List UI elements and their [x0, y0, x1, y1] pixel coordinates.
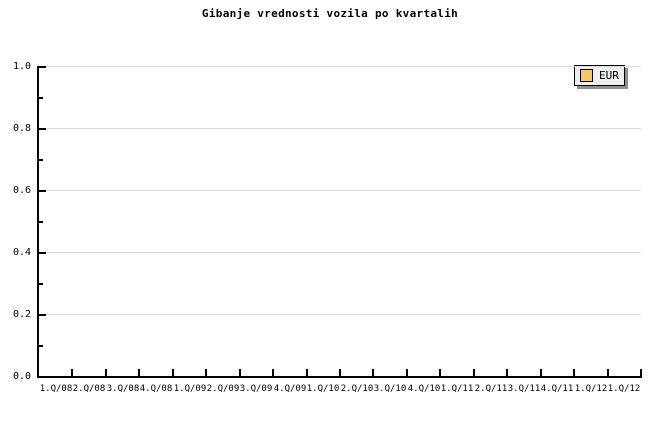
- y-minor-tick: [39, 97, 43, 99]
- y-gridline: [39, 314, 641, 315]
- x-tick: [372, 369, 374, 376]
- legend-swatch-eur: [580, 69, 593, 82]
- y-tick-label: 0.2: [12, 309, 31, 320]
- x-tick: [105, 369, 107, 376]
- x-tick-label: 3.Q/08: [106, 384, 140, 394]
- y-tick-label: 0.8: [12, 123, 31, 134]
- y-gridline: [39, 252, 641, 253]
- y-minor-tick: [39, 345, 43, 347]
- x-tick: [71, 369, 73, 376]
- x-tick-label: 1.Q/10: [306, 384, 340, 394]
- y-major-tick: [39, 190, 46, 192]
- x-tick-label: 1.Q/11: [440, 384, 474, 394]
- x-tick: [640, 369, 642, 376]
- y-minor-tick: [39, 283, 43, 285]
- x-tick: [540, 369, 542, 376]
- x-tick-label: 2.Q/08: [72, 384, 106, 394]
- y-major-tick: [39, 66, 46, 68]
- y-tick-label: 0.4: [12, 247, 31, 258]
- x-tick: [506, 369, 508, 376]
- x-tick-label: 1.Q/12: [574, 384, 608, 394]
- x-tick-label: 2.Q/10: [340, 384, 374, 394]
- y-gridline: [39, 128, 641, 129]
- y-axis-line: [37, 66, 39, 378]
- x-tick-label: 2.Q/11: [474, 384, 508, 394]
- x-tick: [406, 369, 408, 376]
- x-tick: [473, 369, 475, 376]
- y-tick-label: 0.6: [12, 185, 31, 196]
- x-tick-label: 2.Q/09: [206, 384, 240, 394]
- x-tick: [439, 369, 441, 376]
- x-tick: [339, 369, 341, 376]
- y-gridline: [39, 66, 641, 67]
- x-axis-line: [37, 376, 642, 378]
- legend: EUR: [574, 65, 625, 86]
- y-tick-label: 0.0: [12, 371, 31, 382]
- x-tick-label: 3.Q/09: [239, 384, 273, 394]
- x-tick-label: 3.Q/10: [373, 384, 407, 394]
- x-tick-label: 4.Q/08: [139, 384, 173, 394]
- x-tick: [607, 369, 609, 376]
- x-tick: [205, 369, 207, 376]
- y-minor-tick: [39, 159, 43, 161]
- x-tick-label: 1.Q/12: [607, 384, 641, 394]
- legend-label-eur: EUR: [599, 69, 619, 82]
- x-tick-label: 3.Q/11: [507, 384, 541, 394]
- x-tick: [239, 369, 241, 376]
- x-tick-label: 4.Q/10: [407, 384, 441, 394]
- x-tick: [138, 369, 140, 376]
- x-tick: [306, 369, 308, 376]
- y-tick-label: 1.0: [12, 61, 31, 72]
- x-tick: [573, 369, 575, 376]
- x-tick-label: 4.Q/11: [540, 384, 574, 394]
- x-tick-label: 1.Q/09: [173, 384, 207, 394]
- y-major-tick: [39, 128, 46, 130]
- y-minor-tick: [39, 221, 43, 223]
- y-major-tick: [39, 252, 46, 254]
- x-tick: [172, 369, 174, 376]
- y-gridline: [39, 190, 641, 191]
- x-tick: [272, 369, 274, 376]
- chart-title: Gibanje vrednosti vozila po kvartalih: [201, 7, 459, 20]
- y-major-tick: [39, 314, 46, 316]
- x-tick-label: 4.Q/09: [273, 384, 307, 394]
- x-tick-label: 1.Q/08: [39, 384, 73, 394]
